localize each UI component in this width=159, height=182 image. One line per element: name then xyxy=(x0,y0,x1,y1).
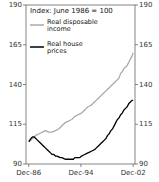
lines xyxy=(29,53,133,160)
y2-tick-label: 190 xyxy=(139,1,152,9)
y-tick xyxy=(23,44,26,45)
legend-swatch xyxy=(30,24,44,26)
legend-entry: Real houseprices xyxy=(47,40,83,55)
y2-tick xyxy=(135,44,138,45)
legend-entry: Real disposableincome xyxy=(47,18,98,33)
y2-tick-label: 115 xyxy=(139,120,152,128)
x-tick xyxy=(133,164,134,167)
y2-tick xyxy=(135,84,138,85)
y-tick xyxy=(23,124,26,125)
y2-tick-label: 90 xyxy=(139,160,148,168)
title: Index: June 1986 = 100 xyxy=(30,7,113,15)
y-tick xyxy=(23,164,26,165)
series-line xyxy=(29,100,133,159)
legend-line: income xyxy=(47,25,71,33)
x-tick-label: Dec-94 xyxy=(68,169,94,177)
y2-tick-label: 140 xyxy=(139,81,152,89)
y2-tick xyxy=(135,5,138,6)
series-line xyxy=(29,53,133,142)
y-tick-label: 190 xyxy=(9,1,22,9)
x-tick xyxy=(28,164,29,167)
y2-tick xyxy=(135,124,138,125)
chart: 90 115 140 165 190 90 115 140 165 190 Dec-86 Dec-94… xyxy=(0,0,159,182)
y-tick-label: 90 xyxy=(13,160,22,168)
x-tick-label: Dec-02 xyxy=(121,169,146,177)
legend-swatch xyxy=(30,46,44,48)
y-tick xyxy=(23,5,26,6)
legend-line: prices xyxy=(47,47,67,55)
y2-tick xyxy=(135,164,138,165)
y-tick-label: 115 xyxy=(9,120,22,128)
plot-frame xyxy=(26,5,135,164)
x-tick-label: Dec-86 xyxy=(16,169,42,177)
y2-tick-label: 165 xyxy=(139,41,152,49)
y-tick xyxy=(23,84,26,85)
y-tick-label: 165 xyxy=(9,41,22,49)
y-tick-label: 140 xyxy=(9,81,22,89)
x-tick xyxy=(80,164,81,167)
